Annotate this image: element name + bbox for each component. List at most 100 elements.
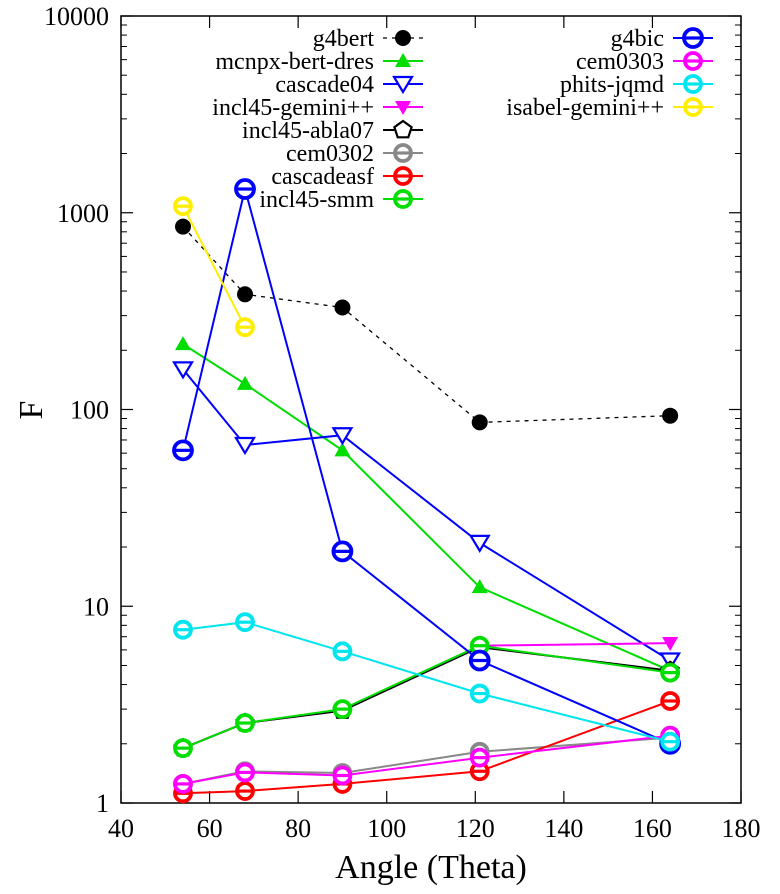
series-cascade04 — [172, 361, 682, 671]
data-point — [331, 540, 354, 563]
data-point — [173, 738, 193, 759]
data-point — [237, 375, 253, 390]
legend-label: cem0302 — [286, 141, 374, 167]
legend-label: phits-jqmd — [560, 72, 664, 98]
series-layer — [172, 178, 682, 804]
data-point — [469, 683, 490, 704]
data-point — [471, 579, 488, 594]
point-marker — [172, 361, 194, 380]
legend-label: incl45-abla07 — [242, 118, 374, 144]
series-line — [182, 700, 671, 795]
point-marker — [334, 442, 351, 457]
series-line — [182, 621, 671, 743]
data-point — [468, 649, 491, 672]
point-marker — [234, 436, 256, 456]
data-point — [175, 336, 191, 351]
legend-label: incl45-gemini++ — [212, 95, 374, 121]
legend-label: cascadeasf — [271, 164, 374, 190]
data-point — [234, 436, 256, 456]
data-point — [660, 662, 681, 683]
legend-entry: isabel-gemini++ — [506, 95, 713, 121]
data-point — [471, 414, 488, 431]
data-point — [334, 442, 351, 457]
data-point — [683, 51, 703, 71]
legend-entry: cem0302 — [286, 141, 423, 167]
legend: g4bertmcnpx-bert-drescascade04incl45-gem… — [212, 26, 713, 213]
legend-entry: cem0303 — [576, 49, 713, 75]
data-point — [395, 101, 411, 115]
point-marker — [395, 30, 411, 46]
legend-label: g4bic — [611, 26, 664, 52]
data-point — [235, 713, 255, 733]
series-line — [182, 368, 671, 662]
data-point — [173, 196, 193, 217]
legend-entry: incl45-gemini++ — [212, 95, 423, 121]
series-phits-jqmd — [173, 612, 681, 752]
data-point — [173, 619, 193, 640]
point-marker — [471, 414, 488, 431]
legend-label: incl45-smm — [259, 187, 374, 213]
data-point — [237, 286, 253, 303]
data-point — [332, 765, 353, 786]
y-tick-label: 10000 — [44, 2, 109, 31]
point-marker — [662, 637, 679, 652]
legend-label: isabel-gemini++ — [506, 95, 664, 121]
data-point — [683, 97, 703, 117]
point-marker — [471, 579, 488, 594]
legend-entry: g4bert — [313, 26, 423, 52]
y-tick-label: 100 — [70, 396, 109, 425]
legend-entry: g4bic — [611, 26, 713, 52]
series-line — [182, 642, 671, 750]
data-point — [235, 317, 255, 338]
series-cem0302 — [173, 727, 681, 794]
data-point — [392, 75, 414, 95]
data-point — [235, 762, 255, 783]
point-marker — [237, 375, 253, 390]
data-point — [660, 731, 681, 752]
series-g4bic — [172, 178, 682, 755]
legend-entry: incl45-smm — [259, 187, 423, 213]
x-tick-label: 120 — [456, 814, 495, 843]
y-tick-label: 10 — [83, 592, 109, 621]
x-tick-label: 40 — [108, 814, 134, 843]
point-marker — [395, 53, 411, 67]
data-point — [662, 407, 679, 424]
x-tick-label: 60 — [197, 814, 223, 843]
legend-entry: mcnpx-bert-dres — [215, 49, 423, 75]
y-tick-label: 1 — [96, 789, 109, 818]
data-point — [395, 30, 411, 46]
point-marker — [331, 427, 354, 446]
data-point — [331, 427, 354, 446]
legend-label: cem0303 — [576, 49, 664, 75]
legend-label: mcnpx-bert-dres — [215, 49, 374, 75]
legend-entry: cascadeasf — [271, 164, 423, 190]
y-axis-label: F — [13, 401, 50, 420]
x-tick-label: 180 — [722, 814, 761, 843]
data-point — [393, 189, 413, 209]
data-point — [332, 699, 353, 720]
x-axis-label: Angle (Theta) — [335, 849, 527, 886]
data-point — [393, 119, 413, 139]
plot-frame — [120, 15, 742, 804]
data-point — [393, 143, 413, 163]
legend-entry: cascade04 — [275, 72, 423, 98]
data-point — [234, 178, 256, 200]
series-cascadeasf — [173, 691, 681, 804]
series-incl45-abla07 — [173, 636, 680, 757]
series-line — [182, 343, 671, 672]
data-point — [393, 166, 413, 186]
data-point — [172, 439, 194, 462]
legend-label: g4bert — [313, 26, 375, 52]
data-point — [469, 747, 490, 768]
data-point — [235, 612, 255, 633]
point-marker — [334, 299, 351, 316]
x-tick-label: 160 — [633, 814, 672, 843]
point-marker — [175, 218, 191, 235]
data-point — [660, 691, 681, 711]
series-isabel-gemini++ — [173, 196, 255, 338]
data-point — [334, 299, 351, 316]
series-incl45-gemini++ — [175, 637, 679, 757]
legend-entry: incl45-abla07 — [242, 118, 423, 144]
axis-ticks: 40 60 80 100 120 140 160 180 1 10 100 1000 10000 — [44, 2, 761, 843]
